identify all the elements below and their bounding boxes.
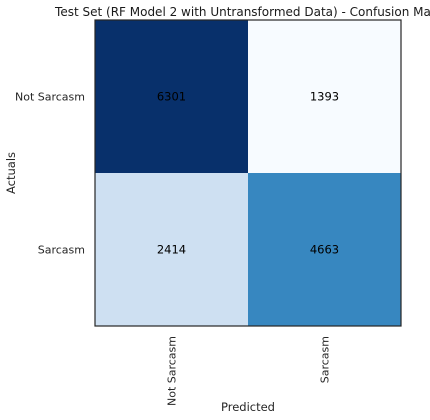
- heatmap-cell-r1-c0: [95, 173, 248, 326]
- x-tick-label-1: Sarcasm: [319, 336, 332, 383]
- y-tick-labels: Not Sarcasm Sarcasm: [15, 91, 85, 257]
- cell-value-r1-c1: 4663: [310, 243, 339, 257]
- cell-value-r0-c0: 6301: [157, 90, 186, 104]
- y-axis-label: Actuals: [4, 152, 18, 194]
- plot-frame: [94, 19, 402, 327]
- y-tick-label-0: Not Sarcasm: [15, 91, 85, 104]
- x-tick-label-0: Not Sarcasm: [166, 336, 179, 406]
- y-tick-label-1: Sarcasm: [38, 244, 85, 257]
- x-tick-labels: Not Sarcasm Sarcasm: [166, 336, 332, 406]
- chart-title: Test Set (RF Model 2 with Untransformed …: [54, 5, 430, 19]
- heatmap-cells: [95, 20, 401, 326]
- heatmap-cell-labels: 6301 1393 2414 4663: [157, 90, 339, 257]
- cell-value-r1-c0: 2414: [157, 243, 186, 257]
- heatmap-cell-r0-c0: [95, 20, 248, 173]
- x-axis-label: Predicted: [221, 400, 275, 414]
- heatmap-cell-r1-c1: [248, 173, 401, 326]
- cell-value-r0-c1: 1393: [310, 90, 339, 104]
- heatmap-cell-r0-c1: [248, 20, 401, 173]
